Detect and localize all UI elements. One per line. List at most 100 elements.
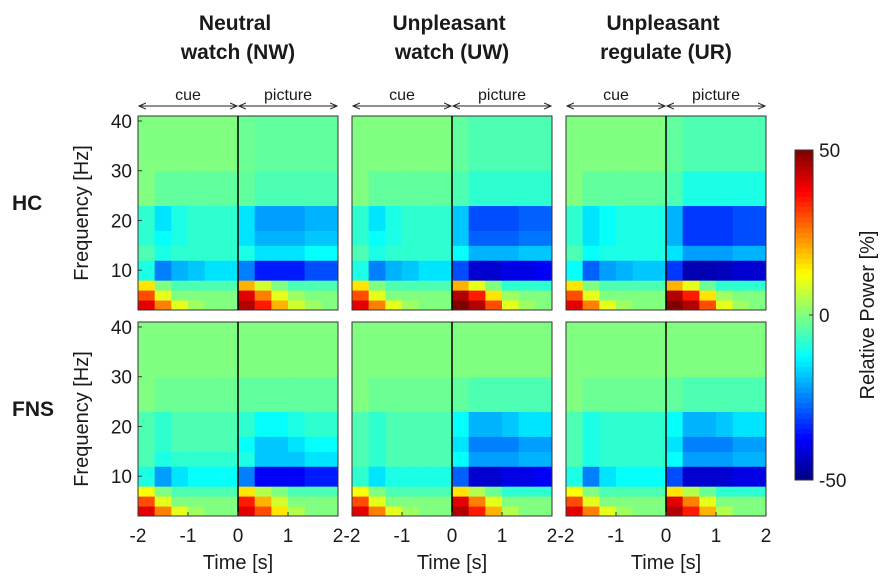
heatmap-cell	[716, 230, 734, 246]
heatmap-cell	[566, 245, 584, 261]
heatmap-cell	[154, 230, 172, 246]
heatmap-cell	[418, 116, 436, 172]
heatmap-cell	[288, 322, 306, 378]
heatmap-cell	[599, 322, 617, 378]
heatmap-cell	[385, 376, 403, 413]
heatmap-cell	[368, 486, 386, 497]
heatmap-panel	[351, 321, 553, 517]
heatmap-cell	[452, 376, 470, 413]
heatmap-cell	[468, 245, 486, 261]
heatmap-cell	[716, 290, 734, 301]
heatmap-cell	[616, 486, 634, 497]
heatmap-cell	[535, 116, 553, 172]
heatmap-cell	[402, 411, 420, 437]
heatmap-cell	[616, 496, 634, 507]
heatmap-cell	[535, 451, 553, 467]
colorbar-tick-label: 50	[819, 141, 840, 162]
heatmap-cell	[682, 260, 700, 281]
heatmap-cell	[435, 376, 453, 413]
heatmap-cell	[402, 245, 420, 261]
heatmap-cell	[485, 436, 503, 452]
heatmap-cell	[502, 170, 520, 207]
heatmap-cell	[749, 411, 767, 437]
heatmap-cell	[254, 245, 272, 261]
heatmap-cell	[649, 280, 667, 291]
heatmap-cell	[566, 506, 584, 517]
heatmap-cell	[385, 245, 403, 261]
heatmap-cell	[204, 322, 222, 378]
x-tick-label: 1	[283, 526, 294, 547]
heatmap-cell	[666, 230, 684, 246]
heatmap-panel	[137, 321, 339, 517]
heatmap-cell	[304, 116, 322, 172]
heatmap-cell	[171, 205, 189, 231]
heatmap-cell	[566, 451, 584, 467]
heatmap-cell	[368, 496, 386, 507]
heatmap-cell	[632, 205, 650, 231]
heatmap-cell	[321, 245, 339, 261]
heatmap-cell	[254, 205, 272, 231]
heatmap-cell	[304, 376, 322, 413]
heatmap-cell	[666, 280, 684, 291]
heatmap-cell	[732, 436, 750, 452]
heatmap-cell	[271, 436, 289, 452]
heatmap-cell	[518, 411, 536, 437]
row-label: FNS	[12, 398, 54, 421]
colorbar-step	[795, 392, 813, 398]
heatmap-cell	[518, 260, 536, 281]
heatmap-cell	[204, 300, 222, 311]
y-tick-label: 20	[111, 417, 132, 438]
heatmap-cell	[666, 376, 684, 413]
heatmap-cell	[288, 506, 306, 517]
heatmap-cell	[632, 245, 650, 261]
colorbar-step	[795, 423, 813, 429]
span-label: cue	[603, 87, 629, 104]
heatmap-cell	[238, 260, 256, 281]
heatmap-cell	[435, 116, 453, 172]
heatmap-cell	[518, 290, 536, 301]
heatmap-cell	[271, 322, 289, 378]
heatmap-cell	[716, 300, 734, 311]
heatmap-cell	[468, 116, 486, 172]
colorbar-step	[795, 242, 813, 249]
heatmap-cell	[666, 116, 684, 172]
heatmap-cell	[599, 260, 617, 281]
heatmap-cell	[154, 486, 172, 497]
heatmap-cell	[468, 376, 486, 413]
colorbar-step	[795, 325, 813, 331]
heatmap-cell	[385, 411, 403, 437]
heatmap-cell	[732, 506, 750, 517]
heatmap-cell	[582, 205, 600, 231]
heatmap-cell	[418, 290, 436, 301]
heatmap-cell	[154, 116, 172, 172]
heatmap-cell	[616, 205, 634, 231]
heatmap-cell	[321, 230, 339, 246]
heatmap-cell	[535, 170, 553, 207]
heatmap-cell	[254, 290, 272, 301]
heatmap-cell	[254, 466, 272, 487]
heatmap-cell	[188, 280, 206, 291]
heatmap-cell	[204, 376, 222, 413]
heatmap-cell	[485, 116, 503, 172]
heatmap-cell	[535, 245, 553, 261]
heatmap-cell	[599, 436, 617, 452]
heatmap-cell	[749, 245, 767, 261]
heatmap-cell	[418, 300, 436, 311]
heatmap-cell	[368, 436, 386, 452]
heatmap-cell	[418, 466, 436, 487]
colorbar-step	[795, 253, 813, 259]
colorbar-step	[795, 340, 813, 347]
heatmap-cell	[582, 116, 600, 172]
heatmap-cell	[368, 205, 386, 231]
heatmap-cell	[749, 506, 767, 517]
heatmap-cell	[352, 280, 370, 291]
y-tick-label: 30	[111, 368, 132, 389]
colorbar-step	[795, 217, 813, 223]
colorbar-step	[795, 356, 813, 362]
heatmap-cell	[518, 205, 536, 231]
colorbar-step	[795, 201, 813, 208]
heatmap-cell	[582, 506, 600, 517]
heatmap-cell	[732, 205, 750, 231]
colorbar-step	[795, 402, 813, 409]
heatmap-cell	[271, 376, 289, 413]
